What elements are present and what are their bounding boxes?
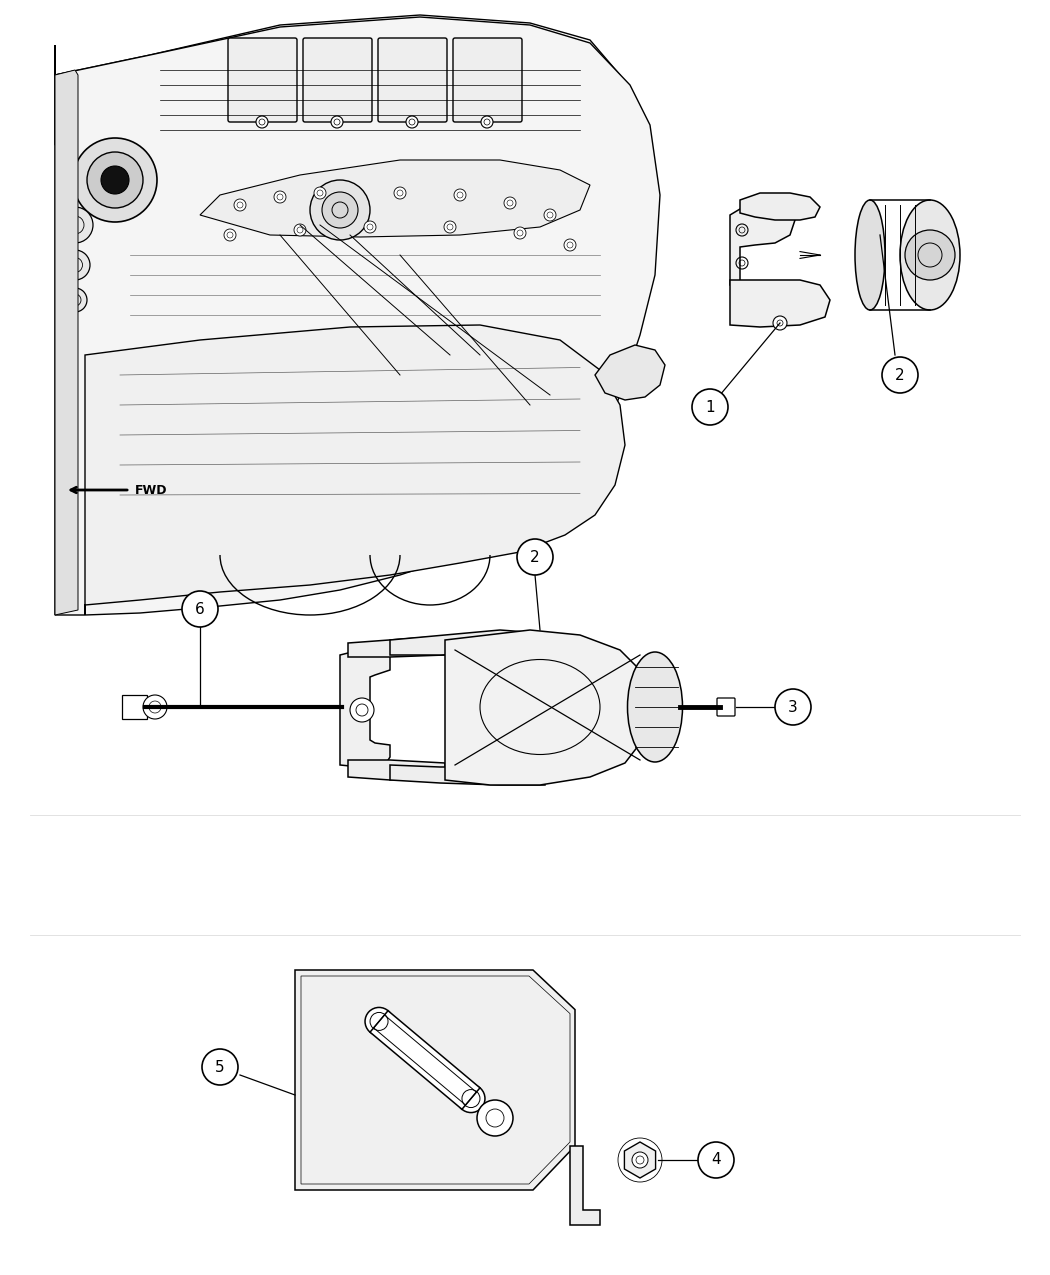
Bar <box>122 695 147 719</box>
Polygon shape <box>390 630 545 655</box>
Polygon shape <box>55 17 660 615</box>
Circle shape <box>310 180 370 240</box>
FancyBboxPatch shape <box>717 697 735 717</box>
Circle shape <box>564 238 576 251</box>
Circle shape <box>57 207 93 244</box>
Polygon shape <box>55 70 78 615</box>
Text: 6: 6 <box>195 602 205 617</box>
Circle shape <box>477 1100 513 1136</box>
Text: 1: 1 <box>706 399 715 414</box>
Circle shape <box>517 539 553 575</box>
Polygon shape <box>570 1146 600 1225</box>
Text: FWD: FWD <box>135 483 168 496</box>
Circle shape <box>692 389 728 425</box>
FancyBboxPatch shape <box>303 38 372 122</box>
Polygon shape <box>730 198 795 286</box>
Circle shape <box>544 209 556 221</box>
Polygon shape <box>340 650 390 768</box>
FancyBboxPatch shape <box>378 38 447 122</box>
Polygon shape <box>390 765 545 785</box>
Circle shape <box>481 116 494 128</box>
Circle shape <box>882 357 918 393</box>
Circle shape <box>87 152 143 208</box>
Text: 4: 4 <box>711 1153 720 1168</box>
Circle shape <box>905 230 956 280</box>
Circle shape <box>256 116 268 128</box>
Polygon shape <box>625 1142 655 1178</box>
Polygon shape <box>348 638 445 657</box>
Circle shape <box>274 191 286 203</box>
Circle shape <box>454 189 466 201</box>
Text: 3: 3 <box>789 700 798 714</box>
Circle shape <box>394 187 406 199</box>
Text: 5: 5 <box>215 1060 225 1075</box>
Circle shape <box>331 116 343 128</box>
Circle shape <box>101 166 129 194</box>
Polygon shape <box>55 15 619 145</box>
Polygon shape <box>348 760 445 780</box>
FancyBboxPatch shape <box>228 38 297 122</box>
Circle shape <box>74 138 158 222</box>
Polygon shape <box>85 325 625 615</box>
Text: 2: 2 <box>896 367 905 382</box>
Circle shape <box>143 695 167 719</box>
Circle shape <box>365 1007 393 1035</box>
Circle shape <box>234 199 246 210</box>
Polygon shape <box>740 193 820 221</box>
Circle shape <box>202 1049 238 1085</box>
Polygon shape <box>295 970 575 1190</box>
Circle shape <box>314 187 326 199</box>
Circle shape <box>406 116 418 128</box>
Circle shape <box>63 288 87 312</box>
Polygon shape <box>200 159 590 237</box>
Ellipse shape <box>628 652 682 762</box>
Text: 2: 2 <box>530 550 540 565</box>
Circle shape <box>775 688 811 725</box>
Ellipse shape <box>855 200 885 310</box>
Circle shape <box>632 1153 648 1168</box>
Circle shape <box>350 697 374 722</box>
Circle shape <box>444 221 456 233</box>
FancyBboxPatch shape <box>453 38 522 122</box>
Circle shape <box>60 250 90 280</box>
Ellipse shape <box>900 200 960 310</box>
Circle shape <box>294 224 306 236</box>
Circle shape <box>698 1142 734 1178</box>
Circle shape <box>514 227 526 238</box>
Circle shape <box>504 198 516 209</box>
Circle shape <box>364 221 376 233</box>
Polygon shape <box>595 346 665 400</box>
Circle shape <box>773 316 788 330</box>
Polygon shape <box>370 1011 480 1109</box>
Circle shape <box>457 1085 485 1113</box>
Circle shape <box>322 193 358 228</box>
Circle shape <box>224 230 236 241</box>
Polygon shape <box>730 280 830 326</box>
Polygon shape <box>445 630 650 785</box>
Circle shape <box>182 592 218 627</box>
